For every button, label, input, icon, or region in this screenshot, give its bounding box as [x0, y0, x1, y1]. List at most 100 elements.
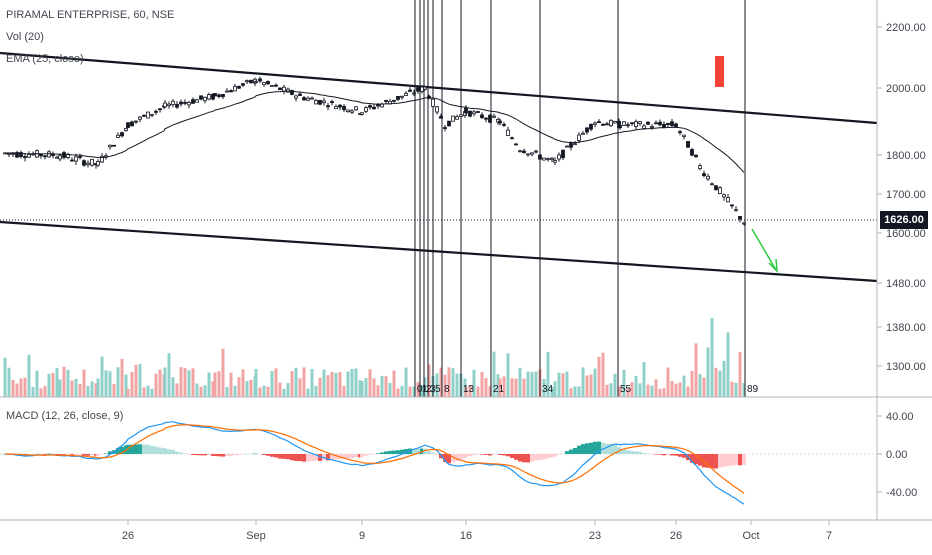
- price-pane[interactable]: [0, 0, 877, 397]
- volume-bar: [262, 385, 266, 397]
- macd-histogram-bar: [565, 451, 569, 454]
- volume-bar: [670, 380, 674, 397]
- volume-bar: [195, 383, 199, 397]
- macd-histogram-bar: [163, 448, 167, 454]
- macd-histogram-bar: [237, 454, 241, 455]
- volume-bar: [472, 369, 476, 397]
- price-axis-label: 1300.00: [886, 361, 926, 373]
- candle-body: [318, 99, 322, 105]
- volume-bar: [530, 372, 534, 397]
- volume-bar: [634, 375, 638, 397]
- candle-body: [258, 78, 262, 82]
- volume-bar: [542, 378, 546, 397]
- channel-upper-line: [0, 51, 878, 125]
- candle-body: [682, 134, 686, 137]
- candle-body: [526, 153, 530, 156]
- candle-body: [342, 105, 346, 111]
- volume-bar: [412, 386, 416, 397]
- candle-body: [158, 108, 162, 111]
- volume-bar: [686, 386, 690, 397]
- candle-body: [674, 123, 678, 128]
- volume-bar: [58, 379, 62, 397]
- macd-histogram-bar: [39, 453, 43, 455]
- candle-body: [710, 183, 714, 186]
- candle-body: [734, 209, 738, 212]
- candle-body: [171, 100, 175, 105]
- candle-body: [310, 97, 314, 100]
- volume-bar: [3, 357, 7, 397]
- volume-bar: [179, 367, 183, 397]
- candle-body: [191, 99, 195, 104]
- volume-bar: [455, 373, 459, 397]
- macd-histogram-bar: [330, 454, 334, 460]
- volume-bar: [678, 382, 682, 397]
- macd-histogram-bar: [451, 454, 455, 463]
- volume-bar: [734, 382, 738, 397]
- candle-body: [346, 109, 350, 113]
- candle-body: [542, 157, 546, 161]
- signal-line: [5, 424, 745, 494]
- candle-body: [654, 122, 658, 125]
- candle-body: [464, 107, 468, 114]
- macd-histogram-bar: [646, 453, 650, 455]
- price-axis-label: 1700.00: [886, 189, 926, 201]
- macd-histogram-bar: [569, 449, 573, 454]
- volume-bar: [302, 367, 306, 397]
- price-axis-label: 1600.00: [886, 228, 926, 240]
- macd-histogram-bar: [31, 454, 35, 455]
- candle-body: [412, 92, 416, 95]
- macd-histogram-bar: [714, 454, 718, 469]
- fib-time-label: 13: [463, 384, 475, 395]
- candle-body: [492, 115, 496, 118]
- volume-bar: [601, 352, 605, 397]
- volume-bar: [124, 374, 128, 397]
- price-axis-label: 2000.00: [886, 83, 926, 95]
- candle-body: [266, 81, 270, 85]
- volume-bar: [738, 351, 742, 397]
- macd-histogram-bar: [372, 454, 376, 455]
- candle-body: [55, 156, 59, 159]
- macd-histogram-bar: [104, 453, 108, 454]
- volume-bar: [7, 367, 11, 397]
- volume-bar: [581, 367, 585, 397]
- macd-histogram-bar: [734, 454, 738, 466]
- volume-bar: [154, 373, 158, 397]
- volume-bar: [120, 358, 124, 397]
- volume-bar: [722, 360, 726, 397]
- macd-histogram-bar: [35, 453, 39, 455]
- macd-histogram-bar: [278, 454, 282, 459]
- volume-bar: [585, 375, 589, 397]
- fib-time-label: 89: [747, 384, 759, 395]
- volume-bar: [94, 383, 98, 397]
- macd-histogram-bar: [597, 441, 601, 454]
- volume-bar: [553, 381, 557, 397]
- macd-histogram-bar: [51, 453, 55, 455]
- macd-histogram-bar: [262, 454, 266, 455]
- fib-time-label: 21: [493, 384, 505, 395]
- volume-bar: [138, 363, 142, 397]
- candle-body: [423, 86, 427, 90]
- volume-bar: [100, 356, 104, 397]
- macd-histogram-bar: [613, 445, 617, 454]
- macd-histogram-bar: [187, 454, 191, 455]
- macd-histogram-bar: [502, 454, 506, 456]
- macd-histogram-bar: [593, 441, 597, 454]
- volume-bar: [70, 380, 74, 397]
- candle-body: [15, 152, 19, 158]
- candle-body: [211, 93, 215, 100]
- candle-body: [498, 120, 502, 124]
- volume-bar: [498, 378, 502, 397]
- candle-body: [443, 127, 447, 129]
- time-axis-label: 26: [122, 530, 134, 542]
- candle-body: [78, 156, 82, 158]
- volume-bar: [609, 383, 613, 397]
- volume-bar: [322, 369, 326, 397]
- candle-body: [150, 113, 154, 116]
- candle-body: [589, 123, 593, 130]
- macd-histogram-bar: [90, 454, 94, 456]
- macd-histogram-bar: [294, 454, 298, 461]
- volume-bar: [372, 378, 376, 397]
- macd-histogram-bar: [682, 454, 686, 458]
- macd-histogram-bar: [62, 454, 66, 455]
